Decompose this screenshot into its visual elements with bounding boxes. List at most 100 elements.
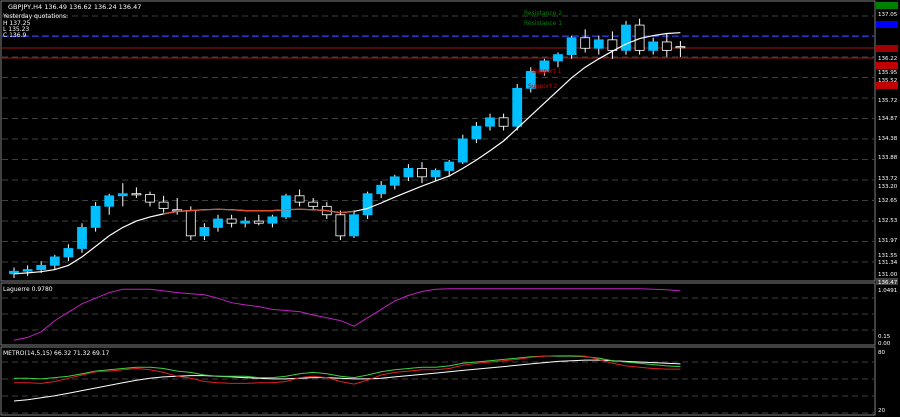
candle [389, 176, 400, 186]
ma-line-red-segment [163, 208, 355, 215]
price-label: 131.34 [878, 260, 898, 266]
candle [90, 205, 101, 228]
candle [471, 125, 482, 140]
yesterday-close: C 136.9 [3, 32, 26, 39]
candle [661, 41, 672, 51]
candle [376, 184, 387, 195]
yesterday-high: H 137.25 [3, 20, 31, 27]
metro-axis-label: 20 [878, 408, 885, 414]
blue-line-tag [876, 21, 898, 28]
price-label: 134.87 [878, 116, 898, 122]
price-label: 135.95 [878, 70, 898, 76]
current-price-label: 136.47 [878, 280, 898, 286]
candle [362, 193, 373, 216]
price-label: 137.05 [878, 12, 898, 18]
laguerre-axis-label: 0.00 [878, 341, 891, 347]
candle [648, 41, 659, 51]
candle [525, 71, 536, 89]
candle [403, 167, 414, 178]
price-label: 134.38 [878, 136, 898, 142]
candle [104, 195, 115, 207]
price-label: 136.22 [878, 56, 897, 62]
price-label: 131.97 [878, 238, 898, 244]
price-label: 133.20 [878, 184, 898, 190]
price-label: 131.55 [878, 253, 898, 259]
candle [417, 167, 427, 178]
candle [335, 214, 346, 237]
candle [199, 227, 210, 237]
support-2-tag [876, 82, 898, 89]
candle [580, 37, 591, 49]
symbol-line: GBPJPY,H4 136.49 136.62 136.24 136.47 [8, 3, 141, 11]
candle [49, 256, 60, 266]
candle [158, 201, 169, 209]
price-label: 132.65 [878, 198, 898, 204]
candle [485, 117, 495, 127]
candle [621, 24, 631, 51]
candle [444, 161, 455, 171]
candle [226, 218, 237, 224]
price-label: 131.00 [878, 272, 898, 278]
candle [36, 264, 47, 270]
candle [117, 193, 128, 197]
laguerre-title: Laguerre 0.9780 [3, 286, 53, 293]
laguerre-series [13, 288, 681, 341]
candle [498, 117, 509, 127]
pivot-tag [876, 45, 898, 52]
laguerre-value-label: 1.0491 [878, 288, 897, 294]
candle [185, 210, 196, 237]
yesterday-title: Yesterday quotations: [2, 13, 68, 20]
candle [607, 39, 618, 51]
support-2-label: Support 2 [528, 83, 558, 90]
candle [253, 220, 264, 224]
candle [512, 87, 523, 127]
laguerre-line [13, 288, 681, 341]
laguerre-panel[interactable] [0, 282, 876, 346]
candle [430, 170, 441, 178]
moving-average [13, 32, 681, 275]
metro-axis-label: 80 [878, 350, 885, 356]
candle [145, 194, 155, 203]
candle [308, 201, 319, 207]
metro-red-series [14, 355, 681, 385]
resistance-1-label: Resistance 1 [524, 20, 562, 27]
candle [131, 193, 142, 196]
pivot-levels [2, 35, 874, 59]
metro-green-series [14, 355, 681, 380]
candle [77, 227, 87, 249]
candle [240, 220, 251, 224]
candle [566, 37, 577, 55]
metro-title: METRO(14,5,15) 66.32 71.32 69.17 [3, 350, 110, 357]
candle [22, 269, 33, 272]
price-label: 135.72 [878, 98, 897, 104]
price-axis: 137.43137.05136.52136.22135.95135.52135.… [876, 2, 898, 286]
candle [63, 248, 74, 258]
candle [267, 216, 278, 224]
metro-panel[interactable] [0, 346, 876, 416]
price-label: 135.52 [878, 78, 897, 84]
candle [213, 218, 223, 228]
metro-white-series [13, 359, 681, 402]
support-1-label: Support 1 [532, 68, 562, 75]
candle [539, 60, 550, 72]
resistance-2-tag [876, 2, 898, 9]
current-price-tag [876, 278, 898, 285]
main-chart-panel[interactable] [0, 0, 876, 282]
metro-lines [13, 355, 681, 402]
candle [553, 54, 563, 62]
yesterday-low: L 135.23 [3, 26, 29, 33]
candle [457, 138, 468, 163]
candle [675, 46, 686, 49]
candle [593, 39, 604, 49]
price-label: 133.72 [878, 176, 897, 182]
resistance-2-label: Resistance 2 [524, 10, 562, 17]
candle [349, 214, 359, 237]
laguerre-axis-label: 0.15 [878, 334, 891, 340]
price-label: 132.53 [878, 218, 898, 224]
candle [281, 195, 291, 218]
price-label: 133.88 [878, 155, 898, 161]
candle [294, 195, 305, 203]
candles [9, 18, 686, 278]
